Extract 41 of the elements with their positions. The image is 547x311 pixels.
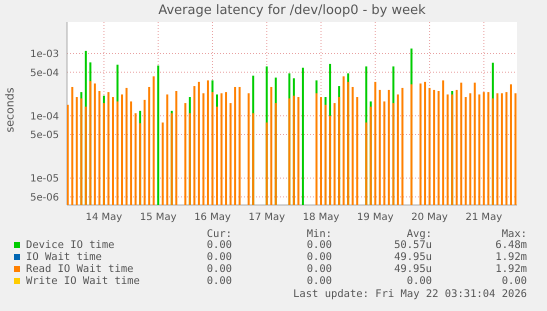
text: 0.00 xyxy=(206,239,232,251)
legend-label: Device IO time xyxy=(26,239,115,251)
legend-label: IO Wait time xyxy=(26,251,102,263)
text: Avg: xyxy=(406,228,432,240)
text: Last update: Fri May 22 03:31:04 2026 xyxy=(293,288,527,300)
legend-label: Read IO Wait time xyxy=(26,263,134,275)
text: 49.95u xyxy=(393,251,432,263)
x-tick-label: 15 May xyxy=(140,212,177,224)
text: 0.00 xyxy=(206,251,232,263)
x-tick-label: 21 May xyxy=(466,212,502,224)
text: Min: xyxy=(306,228,332,240)
y-tick-label: 5e-06 xyxy=(30,192,59,204)
chart-title: Average latency for /dev/loop0 - by week xyxy=(157,3,427,18)
text: 6.48m xyxy=(494,239,527,251)
x-tick-label: 18 May xyxy=(302,212,340,224)
x-tick-label: 14 May xyxy=(86,212,122,224)
text: Max: xyxy=(500,228,527,240)
y-tick-label: 1e-03 xyxy=(30,49,59,60)
y-tick-label: 1e-04 xyxy=(30,111,59,122)
y-axis-title: seconds xyxy=(4,88,16,132)
x-tick-label: 19 May xyxy=(357,212,394,224)
text: 0.00 xyxy=(306,251,332,263)
y-tick-label: 5e-05 xyxy=(30,130,59,142)
text: 1.92m xyxy=(494,251,527,263)
x-tick-label: 20 May xyxy=(411,212,448,224)
text: 0.00 xyxy=(306,239,332,251)
text: 0.00 xyxy=(206,275,232,287)
y-tick-label: 5e-04 xyxy=(30,68,59,79)
text: 1.92m xyxy=(494,263,527,275)
text: 0.00 xyxy=(406,275,432,287)
text: 49.95u xyxy=(393,263,432,275)
text: 0.00 xyxy=(306,275,332,287)
text: 0.00 xyxy=(306,263,332,275)
x-tick-label: 16 May xyxy=(194,212,231,224)
text: Cur: xyxy=(206,228,232,240)
text: 50.57u xyxy=(393,239,432,251)
x-tick-label: 17 May xyxy=(248,212,286,224)
text: 0.00 xyxy=(500,275,527,287)
y-tick-label: 1e-05 xyxy=(30,174,59,185)
legend-label: Write IO Wait time xyxy=(26,275,140,287)
text: 0.00 xyxy=(206,263,232,275)
